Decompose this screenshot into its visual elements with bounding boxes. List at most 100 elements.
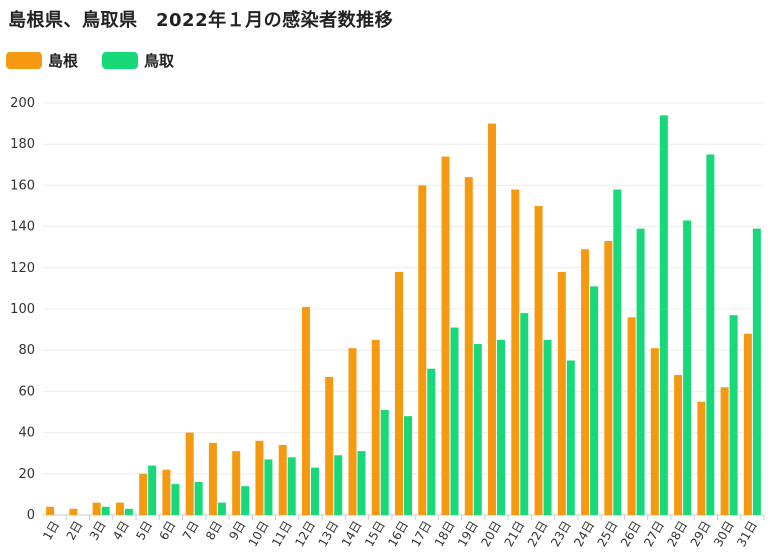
bar-tottori (427, 368, 436, 515)
bar-tottori (520, 313, 529, 515)
x-tick-label: 18日 (432, 519, 458, 550)
x-tick-label: 16日 (385, 519, 411, 550)
bar-tottori (124, 508, 133, 515)
bar-shimane (720, 387, 729, 515)
bar-shimane (46, 506, 55, 515)
y-tick-label: 20 (18, 467, 35, 482)
bar-shimane (697, 401, 706, 515)
bar-shimane (488, 123, 497, 515)
bar-shimane (674, 374, 683, 515)
x-tick-label: 31日 (734, 519, 760, 550)
bar-tottori (357, 451, 366, 515)
y-tick-label: 80 (18, 343, 35, 358)
x-tick-label: 28日 (664, 519, 690, 550)
bar-shimane (557, 271, 566, 515)
legend: 島根 鳥取 (6, 50, 198, 71)
x-tick-label: 8日 (203, 519, 225, 543)
y-tick-label: 100 (10, 302, 35, 317)
bar-shimane (278, 444, 287, 515)
bar-shimane (604, 241, 613, 515)
bar-tottori (194, 482, 203, 515)
x-tick-label: 22日 (525, 519, 551, 550)
x-tick-label: 21日 (502, 519, 528, 550)
bar-shimane (255, 440, 264, 515)
legend-label-tottori: 鳥取 (144, 52, 175, 70)
y-tick-label: 60 (18, 384, 35, 399)
bar-shimane (534, 206, 543, 515)
x-tick-label: 1日 (40, 519, 62, 543)
bar-tottori (404, 416, 412, 515)
x-tick-label: 3日 (87, 519, 109, 543)
legend-item-shimane[interactable]: 島根 (6, 50, 78, 71)
bar-shimane (232, 451, 241, 515)
bar-shimane (69, 508, 78, 515)
x-tick-label: 20日 (478, 519, 504, 550)
bar-shimane (92, 502, 101, 515)
bar-tottori (729, 315, 738, 515)
bar-tottori (310, 467, 319, 515)
x-tick-label: 2日 (64, 519, 86, 543)
y-tick-label: 140 (10, 220, 35, 235)
bar-tottori (683, 220, 692, 516)
x-tick-label: 23日 (548, 519, 574, 550)
x-tick-label: 17日 (409, 519, 435, 550)
bar-tottori (566, 360, 575, 515)
bar-shimane (743, 333, 752, 515)
x-tick-label: 27日 (641, 519, 667, 550)
bar-shimane (325, 376, 334, 515)
x-tick-label: 26日 (618, 519, 644, 550)
bar-tottori (497, 339, 506, 515)
x-tick-label: 12日 (292, 519, 318, 550)
bar-shimane (511, 189, 520, 515)
x-tick-label: 11日 (269, 519, 295, 550)
bar-tottori (613, 189, 622, 515)
x-tick-label: 14日 (339, 519, 365, 550)
bar-tottori (217, 502, 226, 515)
chart-title: 島根県、鳥取県 2022年１月の感染者数推移 (8, 10, 394, 31)
x-tick-label: 24日 (571, 519, 597, 550)
y-tick-label: 40 (18, 426, 35, 441)
bar-tottori (636, 228, 645, 515)
x-tick-label: 13日 (316, 519, 342, 550)
y-tick-label: 160 (10, 178, 35, 193)
bar-tottori (543, 339, 552, 515)
legend-swatch-shimane (6, 52, 42, 69)
bar-tottori (590, 286, 599, 515)
bar-tottori (659, 115, 668, 516)
bar-shimane (464, 177, 473, 515)
bar-shimane (395, 271, 403, 515)
x-tick-label: 5日 (133, 519, 155, 543)
legend-item-tottori[interactable]: 鳥取 (102, 50, 174, 71)
bar-shimane (627, 317, 636, 515)
bar-shimane (301, 306, 310, 515)
bar-tottori (101, 506, 110, 515)
bar-tottori (264, 459, 273, 515)
bar-shimane (348, 348, 357, 515)
bar-tottori (148, 465, 157, 515)
bar-shimane (185, 432, 194, 515)
x-tick-label: 6日 (157, 519, 179, 543)
bar-tottori (706, 154, 715, 515)
legend-swatch-tottori (102, 52, 139, 69)
y-tick-label: 120 (10, 261, 35, 276)
bar-tottori (752, 228, 761, 515)
x-tick-label: 25日 (595, 519, 621, 550)
legend-label-shimane: 島根 (48, 52, 79, 70)
x-tick-label: 10日 (246, 519, 272, 550)
x-tick-label: 15日 (362, 519, 388, 550)
x-tick-label: 19日 (455, 519, 481, 550)
x-tick-label: 7日 (180, 519, 202, 543)
bar-tottori (287, 457, 296, 515)
bar-tottori (241, 486, 250, 515)
bar-shimane (650, 348, 659, 515)
bar-shimane (115, 502, 124, 515)
bar-shimane (162, 469, 171, 515)
y-tick-label: 200 (10, 96, 35, 111)
y-tick-label: 0 (27, 508, 35, 523)
bar-tottori (171, 484, 180, 515)
bar-shimane (581, 249, 590, 515)
y-tick-label: 180 (10, 137, 35, 152)
bar-tottori (334, 455, 343, 515)
x-tick-label: 4日 (110, 519, 132, 543)
